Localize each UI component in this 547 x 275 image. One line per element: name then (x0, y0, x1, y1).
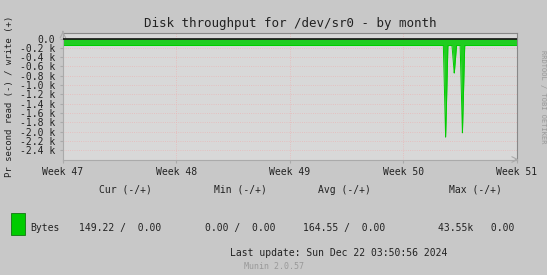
Text: Cur (-/+): Cur (-/+) (100, 185, 152, 195)
Text: 149.22 /  0.00: 149.22 / 0.00 (79, 223, 161, 233)
Text: Max (-/+): Max (-/+) (450, 185, 502, 195)
Text: 164.55 /  0.00: 164.55 / 0.00 (304, 223, 386, 233)
Text: Pr second read (-) / write (+): Pr second read (-) / write (+) (5, 16, 14, 177)
Text: Min (-/+): Min (-/+) (214, 185, 267, 195)
Text: Munin 2.0.57: Munin 2.0.57 (243, 262, 304, 271)
Text: Bytes: Bytes (30, 223, 60, 233)
Text: 0.00 /  0.00: 0.00 / 0.00 (206, 223, 276, 233)
Text: Last update: Sun Dec 22 03:50:56 2024: Last update: Sun Dec 22 03:50:56 2024 (230, 248, 448, 258)
Text: RRDTOOL / TOBI OETIKER: RRDTOOL / TOBI OETIKER (540, 50, 546, 143)
Title: Disk throughput for /dev/sr0 - by month: Disk throughput for /dev/sr0 - by month (144, 17, 436, 31)
Text: Avg (-/+): Avg (-/+) (318, 185, 371, 195)
Text: 43.55k   0.00: 43.55k 0.00 (438, 223, 514, 233)
